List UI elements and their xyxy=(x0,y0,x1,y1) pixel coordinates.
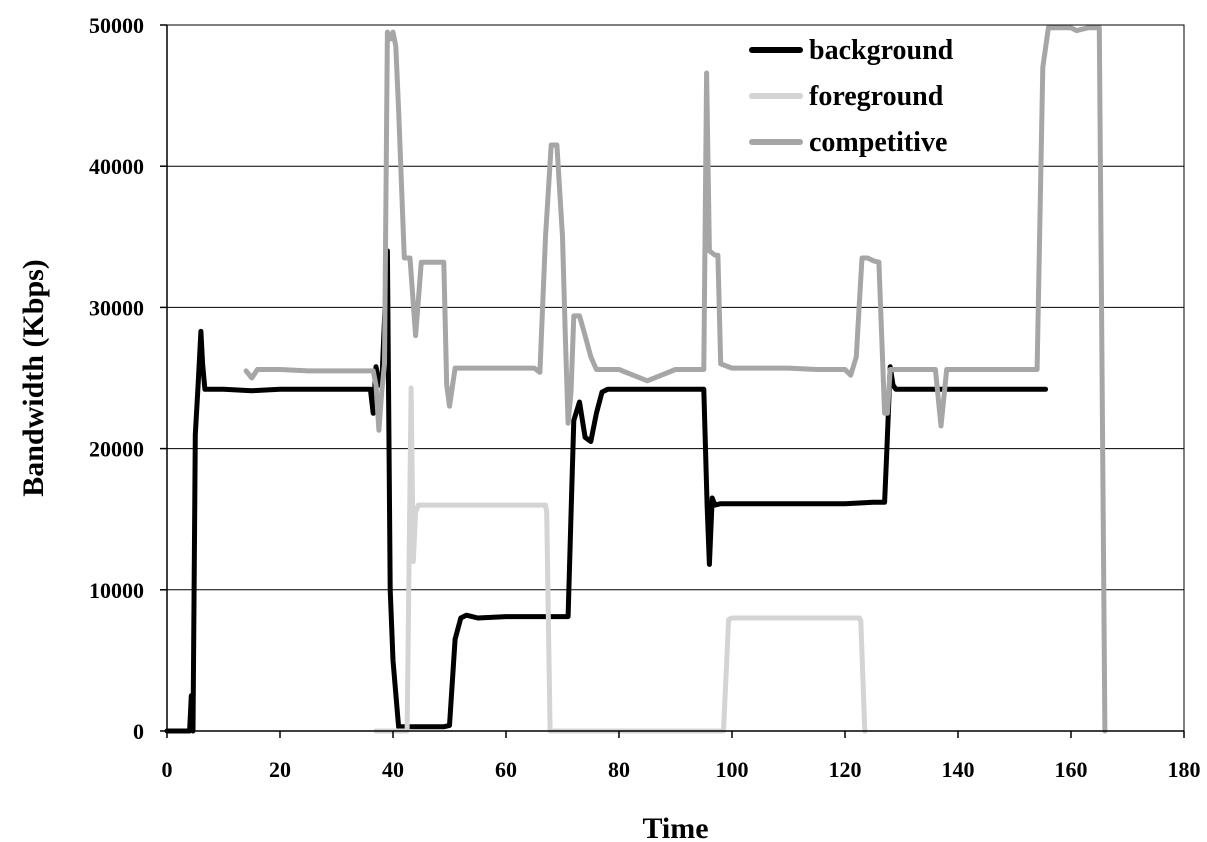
y-tick-label: 10000 xyxy=(89,578,144,603)
legend-label-background: background xyxy=(809,35,954,66)
y-tick-label: 50000 xyxy=(89,13,144,38)
x-tick-label: 80 xyxy=(608,757,630,782)
y-tick-label: 20000 xyxy=(89,437,144,462)
legend: background foreground competitive xyxy=(749,35,954,158)
y-axis-label: Bandwidth (Kbps) xyxy=(17,259,50,497)
x-tick-label: 140 xyxy=(942,757,975,782)
series-layer xyxy=(164,25,1108,734)
gridlines xyxy=(167,24,1184,591)
axes xyxy=(166,25,1184,732)
x-tick-label: 20 xyxy=(269,757,291,782)
y-tick-label: 0 xyxy=(133,719,144,744)
x-tick-label: 100 xyxy=(716,757,749,782)
tick-labels: 0 20 40 60 80 100 120 140 160 180 0 10000 20000 30000… xyxy=(89,13,1201,782)
x-tick-label: 60 xyxy=(495,757,517,782)
x-tick-label: 0 xyxy=(162,757,173,782)
x-tick-label: 40 xyxy=(382,757,404,782)
series-line-foreground xyxy=(373,385,868,734)
legend-label-foreground: foreground xyxy=(809,81,944,112)
series-line-competitive xyxy=(243,25,1108,734)
x-axis-label: Time xyxy=(642,812,708,842)
legend-label-competitive: competitive xyxy=(809,127,947,158)
plot-area-frame xyxy=(166,24,1185,732)
x-tick-label: 180 xyxy=(1168,757,1201,782)
y-tick-label: 30000 xyxy=(89,295,144,320)
x-tick-label: 160 xyxy=(1055,757,1088,782)
x-tick-label: 120 xyxy=(829,757,862,782)
y-tick-label: 40000 xyxy=(89,154,144,179)
series-line-background xyxy=(164,248,1049,734)
